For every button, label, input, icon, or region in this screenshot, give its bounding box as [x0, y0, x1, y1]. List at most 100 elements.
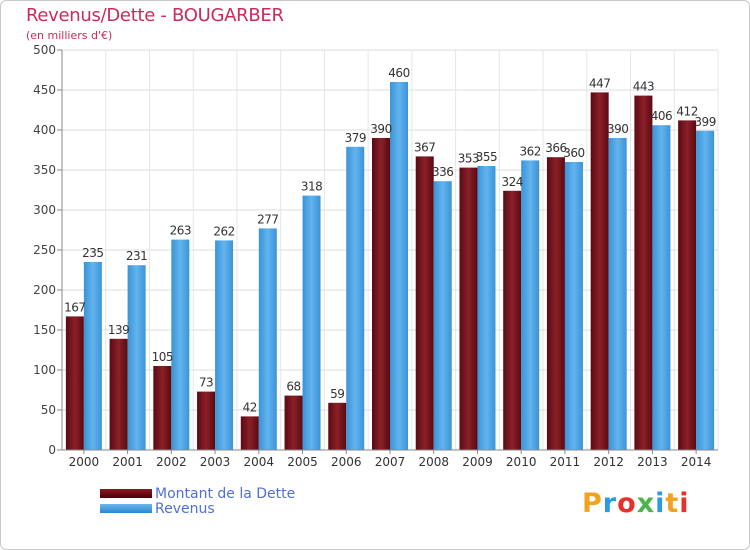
bar-revenue: [127, 265, 146, 450]
data-label-debt: 390: [370, 122, 391, 136]
bar-revenue: [564, 162, 583, 450]
legend-label-revenue: Revenus: [155, 500, 215, 517]
x-tick-label: 2014: [681, 455, 712, 469]
data-label-debt: 447: [589, 76, 610, 90]
x-tick-label: 2005: [287, 455, 318, 469]
bar-debt: [503, 190, 522, 451]
logo-letter: r: [602, 488, 618, 519]
logo-letter: i: [679, 488, 690, 519]
bar-debt: [459, 167, 478, 450]
bar-debt: [634, 95, 653, 450]
bar-revenue: [390, 82, 408, 450]
x-tick-label: 2008: [418, 455, 449, 469]
data-label-revenue: 277: [257, 212, 278, 226]
bar-revenue: [215, 240, 234, 450]
bar-debt: [65, 316, 84, 450]
x-tick-label: 2012: [593, 455, 624, 469]
y-tick-label: 400: [33, 123, 56, 137]
y-tick-label: 150: [33, 323, 56, 337]
logo-letter: t: [665, 488, 680, 519]
legend-swatch-debt: [100, 489, 152, 498]
data-label-debt: 73: [199, 376, 213, 390]
x-tick-label: 2004: [244, 455, 275, 469]
y-tick-label: 500: [33, 43, 56, 57]
bar-revenue: [346, 146, 365, 451]
data-label-revenue: 231: [126, 249, 147, 263]
x-tick-label: 2009: [462, 455, 493, 469]
bar-debt: [284, 395, 303, 450]
bar-debt: [197, 391, 216, 450]
data-label-debt: 353: [458, 152, 479, 166]
bar-revenue: [171, 239, 190, 450]
bar-revenue: [608, 138, 627, 450]
bar-debt: [109, 338, 128, 450]
data-label-revenue: 263: [170, 224, 191, 238]
data-label-revenue: 379: [345, 131, 366, 145]
x-tick-label: 2006: [331, 455, 362, 469]
y-tick-label: 50: [41, 403, 56, 417]
x-tick-label: 2000: [69, 455, 100, 469]
data-label-debt: 105: [152, 350, 173, 364]
chart-title: Revenus/Dette - BOUGARBER: [26, 5, 284, 26]
data-label-debt: 366: [545, 141, 566, 155]
bar-debt: [415, 156, 434, 450]
bar-revenue: [696, 130, 715, 451]
data-label-debt: 324: [501, 175, 522, 189]
data-label-debt: 443: [633, 80, 654, 94]
bar-debt: [678, 120, 697, 451]
y-tick-label: 250: [33, 243, 56, 257]
x-tick-label: 2013: [637, 455, 668, 469]
legend-item-revenue: Revenus: [100, 500, 295, 517]
data-label-debt: 42: [243, 400, 257, 414]
x-tick-label: 2002: [156, 455, 187, 469]
bar-revenue: [302, 195, 321, 450]
logo-letter: o: [617, 488, 637, 519]
data-label-revenue: 318: [301, 180, 322, 194]
x-tick-label: 2003: [200, 455, 231, 469]
data-label-revenue: 235: [82, 246, 103, 260]
y-tick-label: 100: [33, 363, 56, 377]
data-label-debt: 167: [64, 300, 85, 314]
x-tick-label: 2011: [550, 455, 581, 469]
bar-debt: [328, 402, 347, 450]
data-label-revenue: 262: [213, 224, 234, 238]
bar-revenue: [433, 181, 452, 450]
y-tick-label: 450: [33, 83, 56, 97]
data-label-debt: 367: [414, 140, 435, 154]
data-label-debt: 59: [330, 387, 344, 401]
bar-debt: [153, 366, 172, 450]
legend-label-debt: Montant de la Dette: [155, 485, 296, 502]
data-label-revenue: 460: [388, 66, 409, 80]
legend-swatch-revenue: [100, 504, 152, 513]
data-label-revenue: 360: [563, 146, 584, 160]
y-tick-label: 0: [48, 443, 56, 457]
legend-item-debt: Montant de la Dette: [100, 485, 296, 502]
logo-letter: i: [655, 488, 666, 519]
x-tick-label: 2010: [506, 455, 537, 469]
y-tick-label: 200: [33, 283, 56, 297]
y-tick-label: 300: [33, 203, 56, 217]
data-label-revenue: 399: [694, 115, 715, 129]
data-label-revenue: 362: [519, 144, 540, 158]
bar-revenue: [652, 125, 671, 450]
proxiti-logo: Proxiti: [582, 488, 690, 519]
logo-letter: x: [636, 488, 656, 519]
data-label-debt: 139: [108, 323, 129, 337]
legend: Montant de la Dette Revenus: [100, 485, 296, 517]
x-tick-label: 2007: [375, 455, 406, 469]
data-label-debt: 68: [286, 380, 300, 394]
bar-revenue: [477, 166, 496, 450]
y-tick-label: 350: [33, 163, 56, 177]
chart-subtitle: (en milliers d'€): [26, 29, 113, 42]
bar-revenue: [258, 228, 277, 450]
data-label-revenue: 406: [651, 109, 672, 123]
bar-debt: [240, 416, 259, 450]
data-label-debt: 412: [676, 104, 697, 118]
data-label-revenue: 336: [432, 165, 453, 179]
bar-debt: [372, 138, 390, 450]
bar-revenue: [521, 160, 540, 450]
data-label-revenue: 355: [476, 150, 497, 164]
bar-debt: [546, 157, 565, 450]
logo-letter: P: [582, 488, 603, 519]
